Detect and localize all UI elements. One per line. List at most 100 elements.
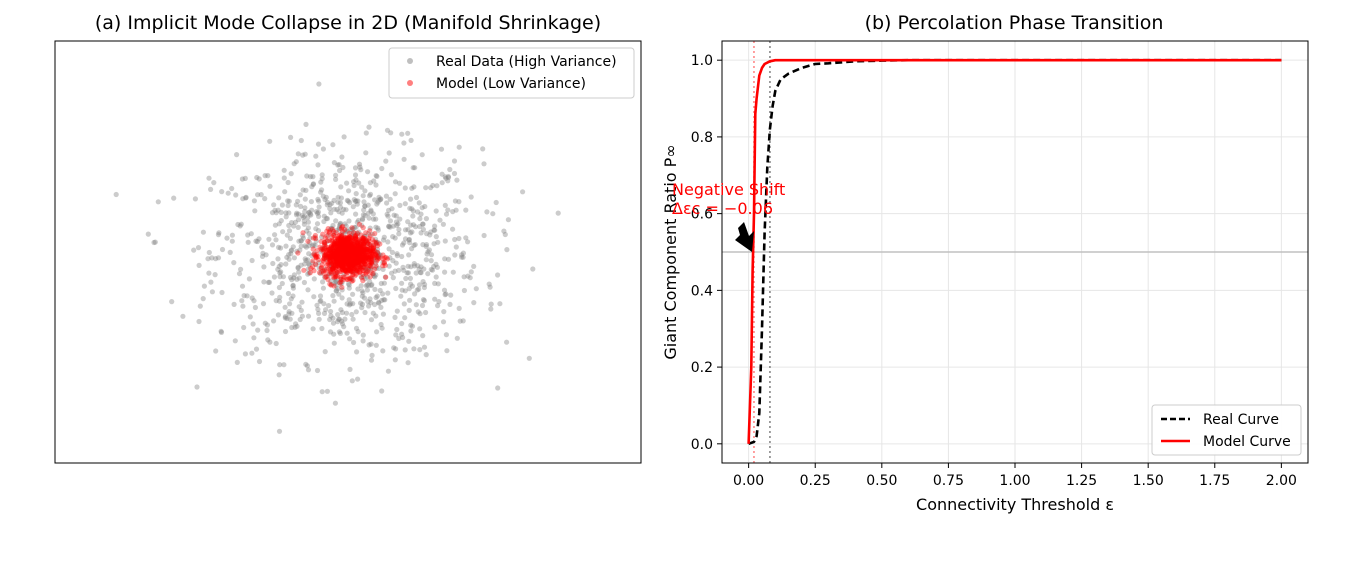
real-data-point <box>354 201 360 207</box>
real-data-point <box>339 321 346 327</box>
model-data-point <box>351 247 357 253</box>
real-data-point <box>302 243 308 249</box>
model-data-point <box>323 251 329 257</box>
real-data-point <box>316 260 322 266</box>
real-data-point <box>306 262 312 268</box>
model-data-point <box>329 237 335 243</box>
real-data-point <box>276 263 282 270</box>
real-data-point <box>346 218 352 224</box>
real-data-point <box>408 222 414 228</box>
model-data-point <box>350 262 357 268</box>
model-data-point <box>338 258 344 264</box>
real-data-point <box>353 211 359 217</box>
model-data-point <box>369 259 375 265</box>
real-data-point <box>325 273 331 279</box>
model-data-point <box>341 257 347 263</box>
real-data-point <box>431 227 437 233</box>
real-data-point <box>256 358 263 365</box>
real-data-point <box>302 256 308 262</box>
model-data-point <box>355 237 361 243</box>
model-data-point <box>341 250 347 256</box>
real-data-point <box>348 233 354 239</box>
real-data-point <box>264 322 270 328</box>
model-data-point <box>364 246 370 252</box>
model-data-point <box>368 253 374 260</box>
model-data-point <box>371 255 377 261</box>
real-data-point <box>332 254 339 260</box>
real-data-point <box>335 319 341 325</box>
model-data-point <box>322 235 328 241</box>
model-data-point <box>301 267 307 273</box>
model-data-point <box>352 249 358 255</box>
real-data-point <box>302 205 308 211</box>
real-data-point <box>361 207 367 213</box>
real-data-point <box>331 230 337 237</box>
real-data-point <box>336 316 342 322</box>
real-data-point <box>331 160 337 166</box>
real-data-point <box>442 174 448 180</box>
model-data-point <box>350 272 356 278</box>
model-data-point <box>327 269 333 275</box>
model-data-point <box>357 254 363 260</box>
real-data-point <box>298 203 304 209</box>
real-data-point <box>402 185 408 191</box>
real-data-point <box>294 276 300 282</box>
real-data-point <box>277 274 283 280</box>
model-data-point <box>358 254 364 260</box>
real-data-point <box>229 185 235 192</box>
model-data-point <box>349 250 355 256</box>
x-tick-label: 1.75 <box>1199 473 1230 489</box>
real-data-point <box>396 226 402 233</box>
real-data-point <box>406 237 412 243</box>
real-data-point <box>374 246 381 252</box>
model-data-point <box>346 257 352 263</box>
model-data-point <box>330 265 336 271</box>
real-data-point <box>332 250 338 256</box>
real-data-point <box>252 304 258 311</box>
model-data-point <box>357 257 364 263</box>
real-data-point <box>267 339 273 345</box>
model-data-point <box>347 253 353 259</box>
real-data-point <box>306 261 312 267</box>
model-data-point <box>341 242 347 248</box>
model-data-point <box>360 235 366 242</box>
model-data-point <box>342 241 348 247</box>
real-data-point <box>152 239 158 245</box>
real-data-point <box>403 275 409 282</box>
model-data-point <box>348 250 354 256</box>
model-data-point <box>355 246 361 252</box>
real-data-point <box>322 349 328 355</box>
model-data-point <box>345 260 351 266</box>
real-data-point <box>341 271 347 277</box>
model-data-point <box>352 249 359 255</box>
model-data-point <box>342 274 348 280</box>
real-data-point <box>340 255 346 261</box>
real-data-point <box>306 209 312 215</box>
real-data-point <box>425 249 431 255</box>
model-data-point <box>339 233 345 239</box>
model-data-point <box>348 245 354 251</box>
real-data-point <box>271 318 277 324</box>
model-data-point <box>351 265 358 271</box>
model-data-point <box>339 266 345 272</box>
real-data-point <box>411 242 417 248</box>
model-data-point <box>355 267 361 273</box>
real-data-point <box>373 216 379 222</box>
real-data-point <box>321 301 327 307</box>
real-data-point <box>286 256 292 262</box>
model-data-point <box>350 253 356 259</box>
real-data-point <box>322 274 328 280</box>
model-data-point <box>353 234 359 240</box>
real-data-point <box>319 234 325 240</box>
model-data-point <box>354 250 360 256</box>
real-data-point <box>245 239 251 245</box>
real-data-point <box>396 231 402 237</box>
model-data-point <box>368 248 374 254</box>
real-data-point <box>331 206 337 212</box>
model-data-point <box>343 244 350 250</box>
real-data-point <box>405 227 411 233</box>
real-data-point <box>286 228 293 234</box>
real-data-point <box>285 198 291 204</box>
model-data-point <box>357 244 363 250</box>
model-data-point <box>334 262 340 269</box>
